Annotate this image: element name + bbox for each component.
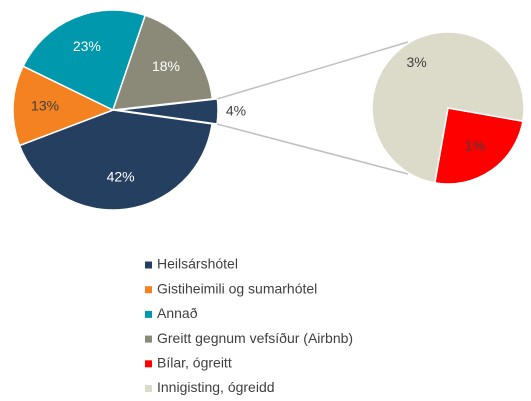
connector bbox=[216, 123, 409, 175]
legend-swatch bbox=[145, 310, 152, 318]
legend-label: Bílar, ógreitt bbox=[157, 355, 232, 371]
legend-label: Annað bbox=[157, 305, 198, 321]
data-label: 4% bbox=[226, 102, 246, 118]
legend-swatch bbox=[145, 286, 152, 294]
data-label: 18% bbox=[152, 58, 180, 74]
legend-label: Innigisting, ógreidd bbox=[157, 379, 275, 395]
data-label: 13% bbox=[31, 98, 59, 114]
pie-slice bbox=[117, 98, 219, 125]
pie-slice bbox=[18, 109, 213, 211]
legend-swatch bbox=[145, 335, 152, 343]
data-label: 3% bbox=[406, 54, 426, 70]
data-label: 23% bbox=[73, 38, 101, 54]
data-label: 1% bbox=[465, 137, 485, 153]
pie-slice bbox=[371, 31, 525, 184]
legend-swatch bbox=[145, 385, 152, 392]
pie-slice bbox=[433, 107, 524, 185]
legend-swatch bbox=[145, 261, 152, 269]
legend-label: Heilsárshótel bbox=[157, 256, 238, 272]
legend-label: Greitt gegnum vefsíður (Airbnb) bbox=[157, 330, 353, 346]
data-label: 42% bbox=[107, 168, 135, 184]
pie-slice bbox=[12, 65, 115, 147]
connector bbox=[217, 41, 409, 100]
pie-slice bbox=[111, 14, 214, 111]
legend-label: Gistiheimili og sumarhótel bbox=[157, 280, 317, 296]
pie-slice bbox=[22, 9, 147, 112]
legend-swatch bbox=[145, 360, 152, 368]
